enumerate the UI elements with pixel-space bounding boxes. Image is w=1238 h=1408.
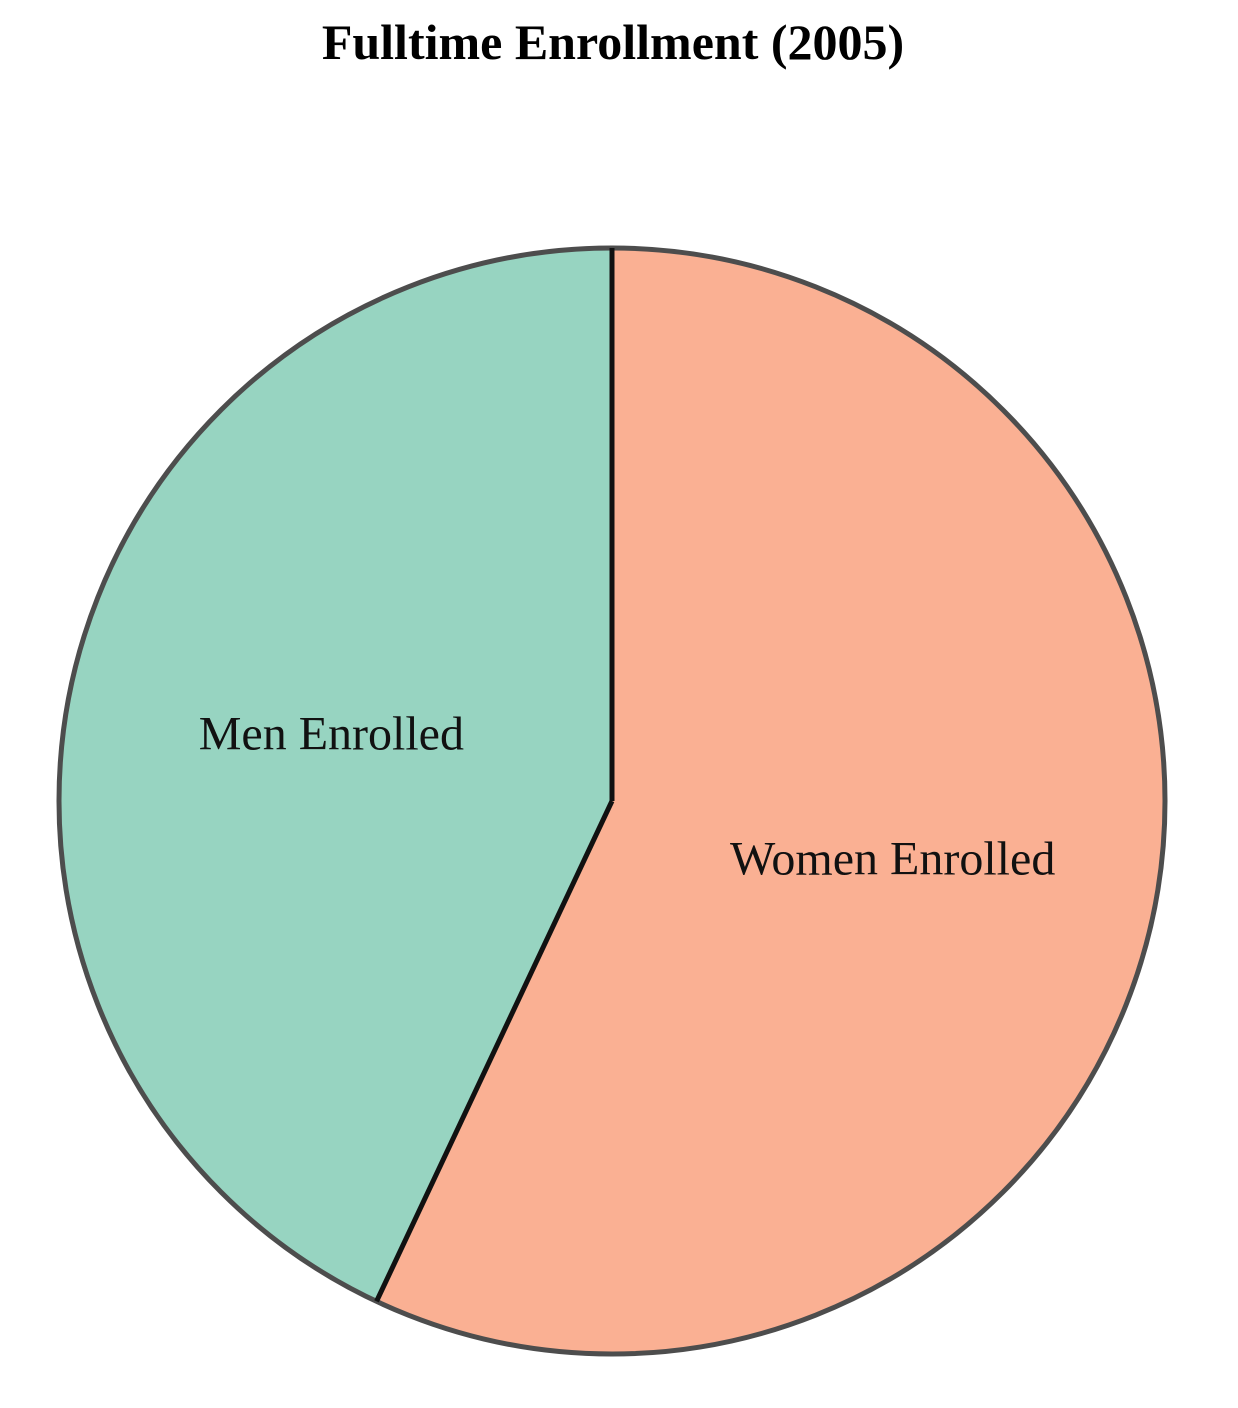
slice-label-women-enrolled: Women Enrolled	[730, 833, 1055, 886]
slice-divider	[374, 799, 615, 1303]
slice-dividers	[374, 248, 615, 1303]
pie-slice-women-enrolled	[376, 248, 1165, 1354]
chart-title: Fulltime Enrollment (2005)	[321, 14, 905, 70]
slice-label-men-enrolled: Men Enrolled	[199, 707, 464, 760]
slice-labels: Men Enrolled Women Enrolled	[199, 707, 1056, 885]
pie-slices	[58, 248, 1165, 1354]
pie-slice-men-enrolled	[58, 248, 612, 1302]
